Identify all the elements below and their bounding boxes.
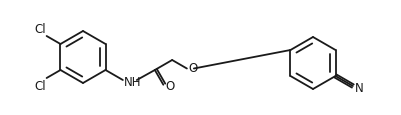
Text: Cl: Cl [34, 23, 45, 36]
Text: N: N [354, 81, 363, 94]
Text: NH: NH [124, 75, 141, 88]
Text: Cl: Cl [34, 79, 45, 92]
Text: O: O [187, 61, 196, 74]
Text: O: O [165, 80, 174, 92]
